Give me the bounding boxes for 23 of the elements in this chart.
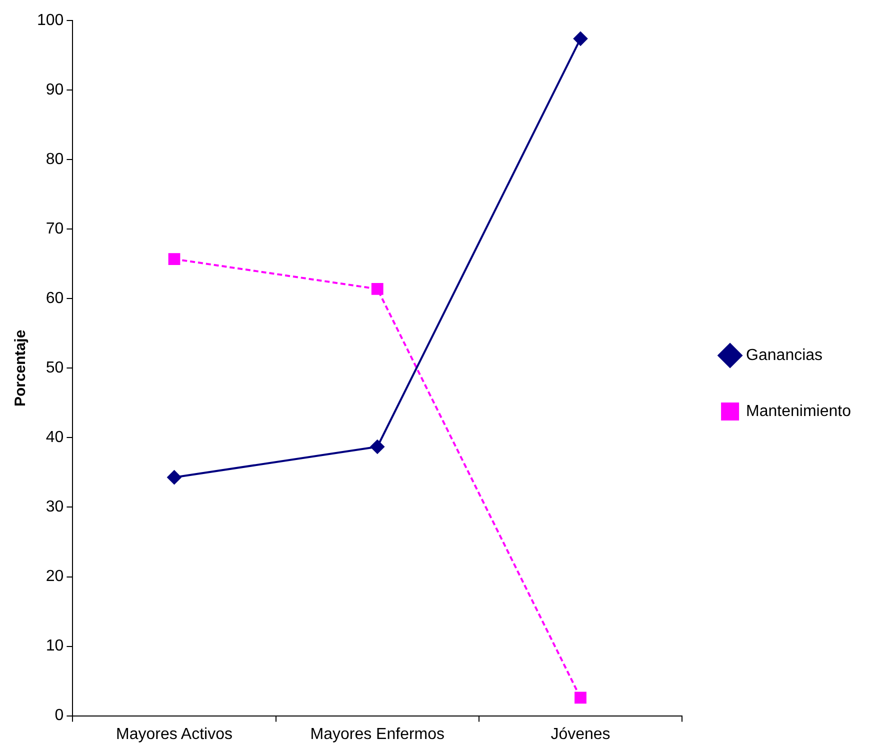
y-tick-label: 100 xyxy=(36,12,64,30)
x-tick-label: Mayores Enfermos xyxy=(310,726,445,743)
point xyxy=(168,253,180,266)
y-tick-label: 40 xyxy=(46,429,64,446)
legend-label: Ganancias xyxy=(746,346,823,364)
y-tick-label: 10 xyxy=(46,638,64,655)
y-tick-label: 50 xyxy=(46,360,64,377)
y-tick-label: 30 xyxy=(46,498,64,516)
y-tick-label: 60 xyxy=(46,290,64,308)
point xyxy=(370,440,384,454)
y-tick-label: 20 xyxy=(46,568,64,586)
point xyxy=(573,32,588,46)
point xyxy=(167,470,182,484)
x-tick-label: Mayores Activos xyxy=(116,726,232,743)
legend-label: Mantenimiento xyxy=(746,402,852,420)
y-tick-label: 70 xyxy=(46,220,64,238)
y-tick-label: 0 xyxy=(54,707,64,724)
y-tick-label: 90 xyxy=(46,82,64,99)
x-tick-label: Jóvenes xyxy=(550,726,610,743)
y-tick-label: 80 xyxy=(46,151,64,168)
point xyxy=(574,692,586,704)
y-axis-title: Porcentaje xyxy=(12,330,30,407)
point xyxy=(371,283,384,295)
